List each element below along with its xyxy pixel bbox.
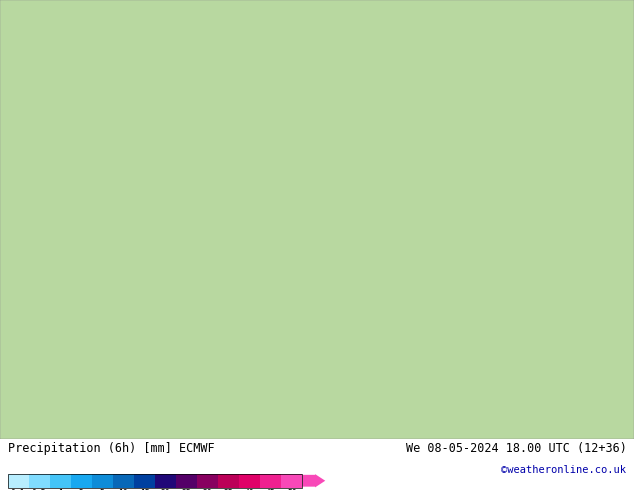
Bar [8, 473, 302, 488]
Bar [92, 473, 113, 488]
FancyArrow shape [302, 474, 325, 488]
Bar [8, 473, 29, 488]
Bar [49, 473, 71, 488]
Bar [155, 473, 176, 488]
Text: ©weatheronline.co.uk: ©weatheronline.co.uk [501, 466, 626, 475]
Bar [261, 473, 281, 488]
Text: We 08-05-2024 18.00 UTC (12+36): We 08-05-2024 18.00 UTC (12+36) [406, 442, 626, 455]
Bar [281, 473, 302, 488]
Bar [113, 473, 134, 488]
Text: Precipitation (6h) [mm] ECMWF: Precipitation (6h) [mm] ECMWF [8, 442, 214, 455]
Bar [197, 473, 218, 488]
Bar [29, 473, 49, 488]
Bar [239, 473, 261, 488]
Bar [134, 473, 155, 488]
Bar [176, 473, 197, 488]
Bar [71, 473, 92, 488]
Bar [218, 473, 239, 488]
